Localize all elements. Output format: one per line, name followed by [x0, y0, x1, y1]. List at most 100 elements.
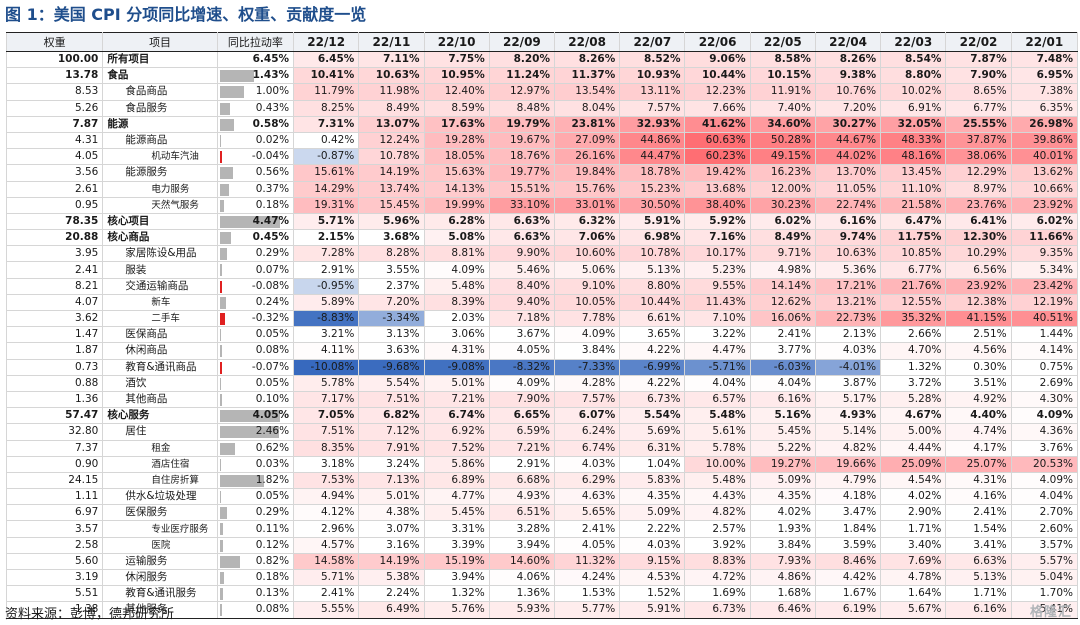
month-value-cell: 11.37%: [553, 67, 621, 85]
contrib-bar: [219, 215, 280, 228]
month-value-cell: 4.04%: [684, 374, 751, 392]
weight-cell: 5.26: [5, 99, 104, 117]
month-value-cell: 6.51%: [488, 504, 556, 522]
month-value-cell: 4.18%: [814, 488, 882, 506]
weight-cell: 1.87: [5, 342, 104, 360]
month-value-cell: 4.09%: [553, 326, 621, 344]
month-value-cell: -4.01%: [814, 358, 882, 376]
month-value-cell: 7.51%: [358, 390, 425, 409]
month-value-cell: 8.26%: [814, 50, 882, 69]
header-month: 22/04: [814, 32, 882, 52]
month-value-cell: 2.91%: [488, 455, 556, 473]
item-name-cell: 电力服务: [102, 180, 218, 198]
month-value-cell: 5.04%: [1010, 568, 1079, 587]
month-value-cell: 3.40%: [880, 536, 947, 554]
month-value-cell: 6.77%: [945, 99, 1012, 117]
contrib-value: 0.10%: [255, 393, 290, 406]
month-value-cell: 4.57%: [293, 536, 360, 554]
contrib-cell: 0.03%: [216, 455, 295, 473]
month-value-cell: 4.44%: [880, 439, 947, 457]
weight-cell: 1.47: [5, 326, 104, 344]
table-row: 1.11 供水&垃圾处理 0.05% 4.94% 5.01% 4.77% 4.93% 4.63…: [5, 488, 1079, 506]
item-name-cell: 专业医疗服务: [102, 520, 218, 538]
month-value-cell: 0.30%: [945, 358, 1012, 376]
month-value-cell: 15.19%: [423, 552, 490, 571]
month-value-cell: 14.14%: [749, 277, 816, 295]
month-value-cell: 6.61%: [619, 309, 686, 328]
month-value-cell: 4.92%: [945, 390, 1012, 409]
month-value-cell: -9.68%: [358, 358, 425, 376]
contrib-cell: 0.07%: [216, 261, 295, 279]
month-value-cell: 8.48%: [488, 99, 556, 117]
weight-cell: 20.88: [5, 229, 104, 247]
contrib-cell: 0.05%: [216, 488, 295, 506]
contrib-bar: [219, 86, 244, 99]
month-value-cell: 15.51%: [488, 180, 556, 198]
month-value-cell: 5.54%: [619, 407, 686, 425]
month-value-cell: 6.16%: [749, 390, 816, 409]
month-value-cell: 4.09%: [488, 374, 556, 392]
month-value-cell: 4.47%: [684, 342, 751, 360]
weight-cell: 0.95: [5, 196, 104, 214]
month-value-cell: 7.69%: [880, 552, 947, 571]
month-value-cell: 21.58%: [880, 196, 947, 214]
month-value-cell: 2.57%: [684, 520, 751, 538]
month-value-cell: 14.19%: [358, 552, 425, 571]
contrib-bar: [219, 345, 222, 358]
month-value-cell: 5.38%: [358, 568, 425, 587]
item-name-cell: 自住房折算: [102, 471, 218, 490]
header-item: 项目: [102, 32, 218, 52]
item-name-cell: 租金: [102, 439, 218, 457]
contrib-value: 1.43%: [252, 69, 290, 82]
month-value-cell: 6.57%: [684, 390, 751, 409]
contrib-bar: [219, 296, 226, 309]
table-row: 0.88 酒饮 0.05% 5.78% 5.54% 5.01% 4.09% 4.28% 4.22…: [5, 374, 1079, 392]
month-value-cell: 4.63%: [553, 488, 621, 506]
month-value-cell: 6.92%: [423, 423, 490, 441]
contrib-cell: 0.62%: [216, 439, 295, 457]
month-value-cell: 34.60%: [749, 115, 816, 133]
month-value-cell: 19.84%: [553, 164, 621, 182]
month-value-cell: 10.93%: [619, 67, 686, 85]
month-value-cell: 10.05%: [553, 293, 621, 312]
contrib-cell: 0.10%: [216, 390, 295, 409]
month-value-cell: 3.18%: [293, 455, 360, 473]
month-value-cell: 1.54%: [945, 520, 1012, 538]
contrib-bar: [219, 377, 221, 390]
contrib-cell: 0.24%: [216, 293, 295, 312]
month-value-cell: 12.38%: [945, 293, 1012, 312]
month-value-cell: 4.78%: [880, 568, 947, 587]
table-row: 7.37 租金 0.62% 8.35% 7.91% 7.52% 7.21% 6.74% 6.31…: [5, 439, 1079, 457]
month-value-cell: 7.11%: [358, 50, 425, 69]
contrib-bar: [219, 588, 223, 601]
contrib-value: -0.32%: [251, 312, 290, 325]
month-value-cell: 12.00%: [749, 180, 816, 198]
month-value-cell: 4.04%: [1010, 488, 1079, 506]
month-value-cell: 5.46%: [488, 261, 556, 279]
month-value-cell: 7.10%: [684, 309, 751, 328]
month-value-cell: 6.46%: [749, 601, 816, 619]
contrib-cell: -0.07%: [216, 358, 295, 376]
table-row: 4.07 新车 0.24% 5.89% 7.20% 8.39% 9.40% 10.05% 10.…: [5, 293, 1079, 312]
month-value-cell: 60.23%: [684, 148, 751, 166]
contrib-cell: 0.18%: [216, 196, 295, 214]
month-value-cell: 4.86%: [749, 568, 816, 587]
month-value-cell: 5.48%: [423, 277, 490, 295]
weight-cell: 3.62: [5, 309, 104, 328]
contrib-cell: 0.58%: [216, 115, 295, 133]
month-value-cell: 5.78%: [293, 374, 360, 392]
month-value-cell: 19.77%: [488, 164, 556, 182]
month-value-cell: 14.19%: [358, 164, 425, 182]
month-value-cell: 8.04%: [553, 99, 621, 117]
contrib-value: 0.08%: [255, 344, 290, 357]
item-name-cell: 医院: [102, 536, 218, 554]
month-value-cell: 19.31%: [293, 196, 360, 214]
month-value-cell: 10.41%: [293, 67, 360, 85]
month-value-cell: 10.02%: [880, 83, 947, 101]
header-month: 22/09: [488, 32, 556, 52]
month-value-cell: 2.96%: [293, 520, 360, 538]
contrib-bar: [219, 199, 224, 212]
month-value-cell: 12.30%: [945, 229, 1012, 247]
item-name-cell: 机动车汽油: [102, 148, 218, 166]
contrib-bar: [219, 70, 254, 83]
